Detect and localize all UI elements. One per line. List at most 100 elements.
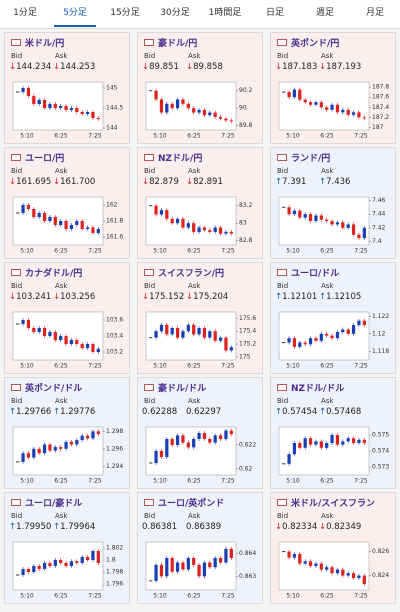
candle <box>341 222 345 228</box>
candle <box>91 431 95 439</box>
trend-arrow: ↓ <box>9 292 17 302</box>
ask-price: 187.193 <box>326 62 362 72</box>
candle <box>59 336 63 340</box>
candle <box>330 335 334 339</box>
chart-area <box>12 541 104 591</box>
x-tick-label: 5:10 <box>286 593 300 600</box>
x-tick-label: 7:25 <box>354 133 368 140</box>
rate-card[interactable]: 米ドル/円 Bid Ask ↓144.234 ↓144.253 145 144.5 144 5:… <box>4 32 130 144</box>
timeframe-tab[interactable]: 30分足 <box>160 8 190 18</box>
trend-arrow: ↑ <box>319 177 327 187</box>
timeframe-tab[interactable]: 15分足 <box>110 8 140 18</box>
candle <box>202 227 207 231</box>
rate-card[interactable]: スイスフラン/円 Bid Ask ↓175.152 ↓175.204 175.6 175.4… <box>137 262 263 374</box>
ask-value: 0.86389 <box>186 522 221 532</box>
trend-arrow: ↓ <box>53 292 61 302</box>
bid-price: 1.12101 <box>282 292 318 302</box>
y-tick-label: 144.5 <box>106 105 123 112</box>
y-tick-label: 89.8 <box>239 122 253 129</box>
candle <box>287 551 291 558</box>
candle <box>282 551 286 553</box>
ask-price: 175.204 <box>193 292 229 302</box>
candle <box>53 560 57 566</box>
pair-name: 英ポンド/ドル <box>25 384 83 394</box>
rate-card[interactable]: ランド/円 Bid Ask ↑7.391 ↑7.436 7.46 7.44 7.42 7.4 5:… <box>270 147 396 259</box>
candle <box>229 548 233 558</box>
rate-card[interactable]: ユーロ/英ポンド Bid Ask 0.86381 0.86389 0.864 0.863 5:… <box>137 492 263 604</box>
pair-name: ランド/円 <box>291 154 331 164</box>
candle <box>314 441 318 445</box>
candle <box>181 218 185 228</box>
candle <box>341 109 345 113</box>
flag-icon <box>11 154 21 161</box>
candle <box>282 463 286 465</box>
x-tick-label: 6:25 <box>54 478 68 485</box>
candle <box>362 439 366 443</box>
rate-card[interactable]: 米ドル/スイスフラン Bid Ask ↓0.82334 ↓0.82349 0.826 0.8… <box>270 492 396 604</box>
trend-arrow: ↓ <box>53 62 61 72</box>
rate-card[interactable]: ユーロ/円 Bid Ask ↓161.695 ↓161.700 162 161.8 161.6… <box>4 147 130 259</box>
x-tick-label: 7:25 <box>88 133 102 140</box>
candle <box>346 329 350 334</box>
candle <box>91 227 95 233</box>
y-tick-label: 103.2 <box>106 349 123 356</box>
bid-price: 175.152 <box>149 292 185 302</box>
rate-card[interactable]: 豪ドル/ドル Bid Ask 0.62288 0.62297 0.622 0.62 5:10 6… <box>137 377 263 489</box>
candle <box>192 558 196 565</box>
mini-chart: 83.2 83 82.8 5:10 6:25 7:25 <box>145 196 253 255</box>
y-tick-label: 103.6 <box>106 317 123 324</box>
rate-card[interactable]: ユーロ/豪ドル Bid Ask ↑1.79950 ↑1.79964 1.802 1.8 1.7… <box>4 492 130 604</box>
timeframe-tab[interactable]: 日足 <box>265 8 284 18</box>
candle <box>16 461 20 463</box>
candle <box>308 561 313 566</box>
candle <box>53 217 57 225</box>
candle <box>308 338 313 345</box>
timeframe-tab[interactable]: 月足 <box>365 8 384 18</box>
candle <box>64 221 68 229</box>
x-tick-label: 5:10 <box>20 363 34 370</box>
x-tick-label: 6:25 <box>187 363 201 370</box>
y-tick-label: 0.826 <box>372 548 389 555</box>
candle <box>362 575 366 584</box>
candle <box>16 323 20 325</box>
rate-card[interactable]: NZドル/ドル Bid Ask ↑0.57454 ↑0.57468 0.575 0.574 0… <box>270 377 396 489</box>
candle <box>37 566 41 569</box>
ask-value: 0.62297 <box>186 407 221 417</box>
candle <box>53 447 57 451</box>
candle <box>96 431 100 434</box>
candle <box>170 439 174 445</box>
candle <box>80 221 84 229</box>
candle <box>197 433 201 439</box>
rate-card[interactable]: カナダドル/円 Bid Ask ↓103.241 ↓103.256 103.6 103.4 1… <box>4 262 130 374</box>
rate-card[interactable]: 英ポンド/ドル Bid Ask ↑1.29766 ↑1.29776 1.298 1.296 1… <box>4 377 130 489</box>
trend-arrow: ↓ <box>186 177 194 187</box>
rate-card[interactable]: 英ポンド/円 Bid Ask ↓187.183 ↓187.193 187.8 187.6 18… <box>270 32 396 144</box>
rate-card[interactable]: NZドル/円 Bid Ask ↓82.879 ↓82.891 83.2 83 82.8 5:10… <box>137 147 263 259</box>
candle <box>314 102 318 105</box>
candle <box>330 567 334 574</box>
x-tick-label: 7:25 <box>221 593 235 600</box>
timeframe-tab[interactable]: 週足 <box>315 8 334 18</box>
y-tick-label: 1.298 <box>106 428 123 435</box>
pair-name: 米ドル/スイスフラン <box>291 499 376 509</box>
timeframe-tab[interactable]: 1時間足 <box>208 8 242 18</box>
timeframe-tab[interactable]: 5分足 <box>54 0 96 27</box>
flag-icon <box>277 499 287 506</box>
candle <box>85 227 90 229</box>
x-tick-label: 7:25 <box>88 593 102 600</box>
candle <box>21 320 25 324</box>
bid-value: ↑7.391 <box>275 177 306 187</box>
candle <box>175 435 180 445</box>
candle <box>75 340 79 344</box>
bid-price: 0.57454 <box>282 407 318 417</box>
timeframe-tab[interactable]: 1分足 <box>13 8 37 18</box>
y-tick-label: 1.296 <box>106 445 123 452</box>
candle <box>357 439 361 443</box>
rate-card[interactable]: ユーロ/ドル Bid Ask ↑1.12101 ↑1.12105 1.122 1.12 1.1… <box>270 262 396 374</box>
candle <box>26 88 31 96</box>
ask-value: ↑1.79964 <box>53 522 95 532</box>
candle <box>208 230 212 232</box>
bid-label: Bid <box>277 282 289 290</box>
bid-value: ↓103.241 <box>9 292 51 302</box>
rate-card[interactable]: 豪ドル/円 Bid Ask ↓89.851 ↓89.858 90.2 90 89.8 5:10 6… <box>137 32 263 144</box>
